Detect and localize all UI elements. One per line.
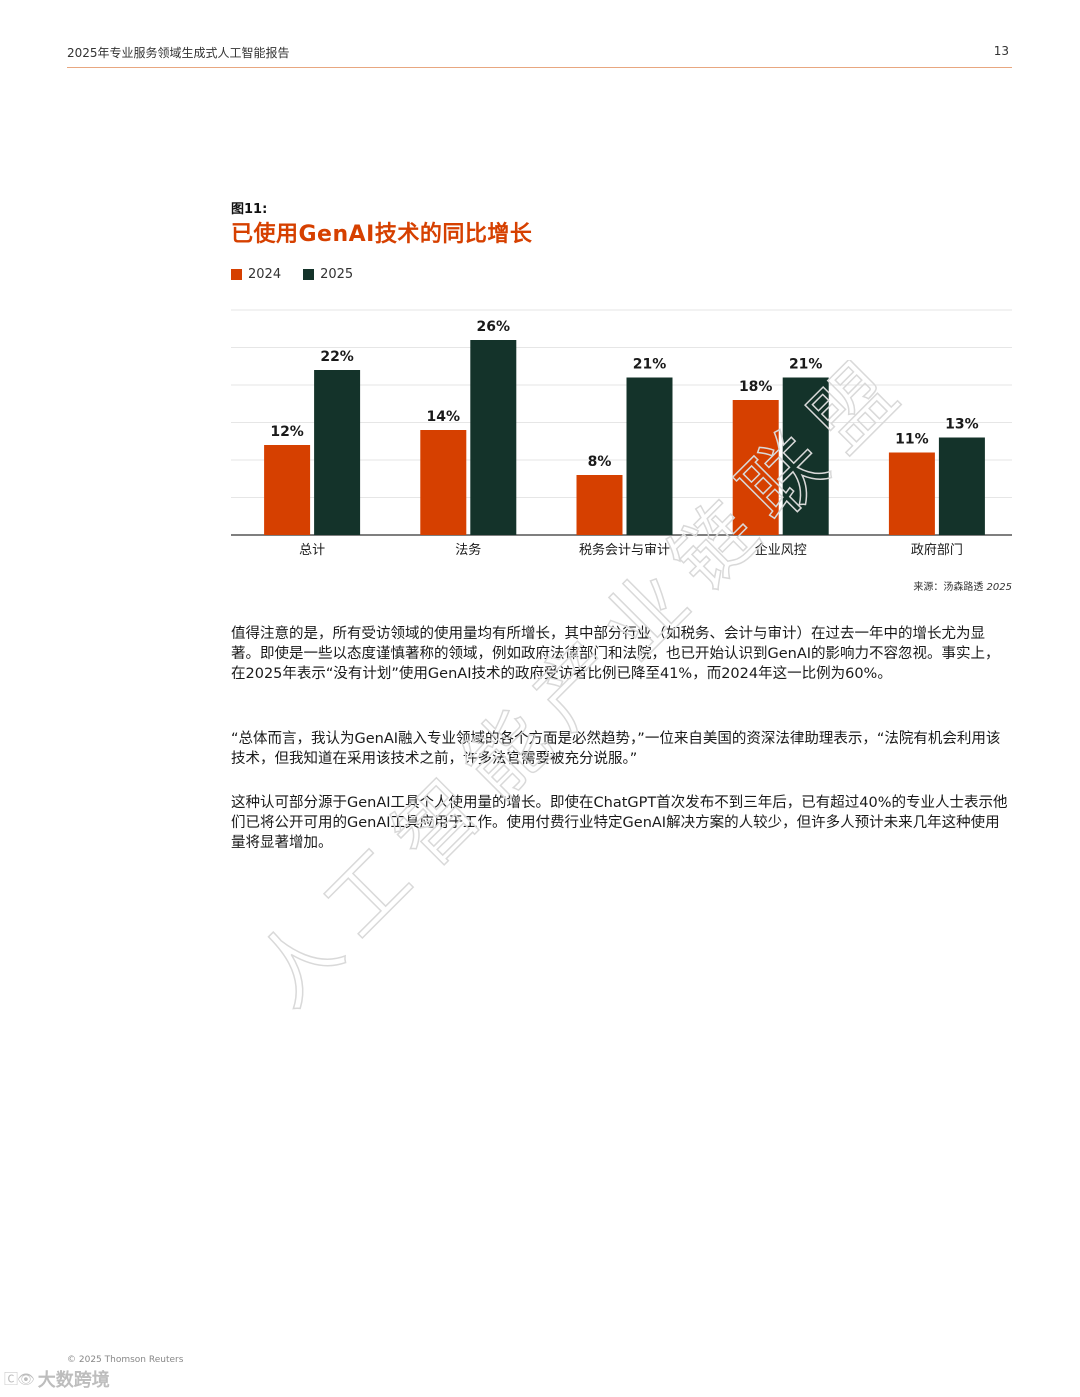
bar-2025: [470, 340, 517, 535]
body-paragraph-2: “总体而言，我认为GenAI融入专业领域的各个方面是必然趋势，”一位来自美国的资…: [231, 731, 1001, 767]
bar-2024: [576, 475, 623, 535]
bar-2024: [888, 452, 935, 535]
legend-item-2024: 2024: [231, 267, 281, 282]
bar-2024: [732, 400, 779, 535]
bar-2025: [626, 377, 673, 535]
legend-swatch-2024: [231, 269, 242, 280]
legend-label-2025: 2025: [320, 267, 354, 282]
data-label: 21%: [789, 357, 823, 373]
data-label: 14%: [427, 409, 461, 425]
category-label: 税务会计与审计: [579, 542, 670, 558]
bar-2025: [782, 377, 829, 535]
page-number: 13: [993, 44, 1009, 58]
report-title: 2025年专业服务领域生成式人工智能报告: [67, 46, 290, 60]
data-label: 13%: [945, 417, 979, 433]
legend-item-2025: 2025: [303, 267, 353, 282]
source-year: 2025: [986, 582, 1012, 593]
footer-logo: 🄲👁 大数跨境: [4, 1366, 110, 1392]
source-prefix: 来源：汤森路透: [913, 582, 984, 593]
category-label: 企业风控: [755, 542, 807, 558]
bar-2025: [314, 370, 361, 535]
body-paragraph-1: 值得注意的是，所有受访领域的使用量均有所增长，其中部分行业（如税务、会计与审计）…: [231, 626, 1000, 682]
category-label: 总计: [299, 543, 325, 558]
bar-2024: [420, 430, 467, 535]
figure-label: 图11:: [231, 202, 268, 217]
category-label: 政府部门: [911, 543, 963, 558]
page-header: 2025年专业服务领域生成式人工智能报告 13: [67, 44, 1012, 68]
figure-title: 已使用GenAI技术的同比增长: [231, 222, 533, 247]
body-paragraph-3: 这种认可部分源于GenAI工具个人使用量的增长。即使在ChatGPT首次发布不到…: [231, 795, 1008, 851]
data-label: 8%: [588, 454, 612, 470]
category-label: 法务: [455, 542, 481, 558]
footer-copyright: © 2025 Thomson Reuters: [67, 1355, 184, 1365]
legend-swatch-2025: [303, 269, 315, 280]
data-label: 18%: [739, 379, 773, 395]
bar-2024: [264, 445, 311, 535]
footer-logo-text: 大数跨境: [37, 1370, 110, 1391]
bar-chart: 12% 22% 总计 14% 26% 法务 8% 21% 税务会计与审计 18% 21% 企业风控 11…: [231, 309, 1012, 558]
legend-label-2024: 2024: [248, 267, 282, 282]
data-label: 21%: [633, 357, 667, 373]
data-label: 12%: [270, 424, 304, 440]
data-label: 26%: [477, 319, 511, 335]
bar-2025: [938, 437, 985, 535]
data-label: 22%: [320, 349, 354, 365]
data-label: 11%: [895, 432, 929, 448]
logo-icon: 🄲👁: [4, 1372, 35, 1388]
chart-legend: 2024 2025: [231, 267, 353, 282]
chart-source: 来源：汤森路透 2025: [913, 578, 1012, 593]
